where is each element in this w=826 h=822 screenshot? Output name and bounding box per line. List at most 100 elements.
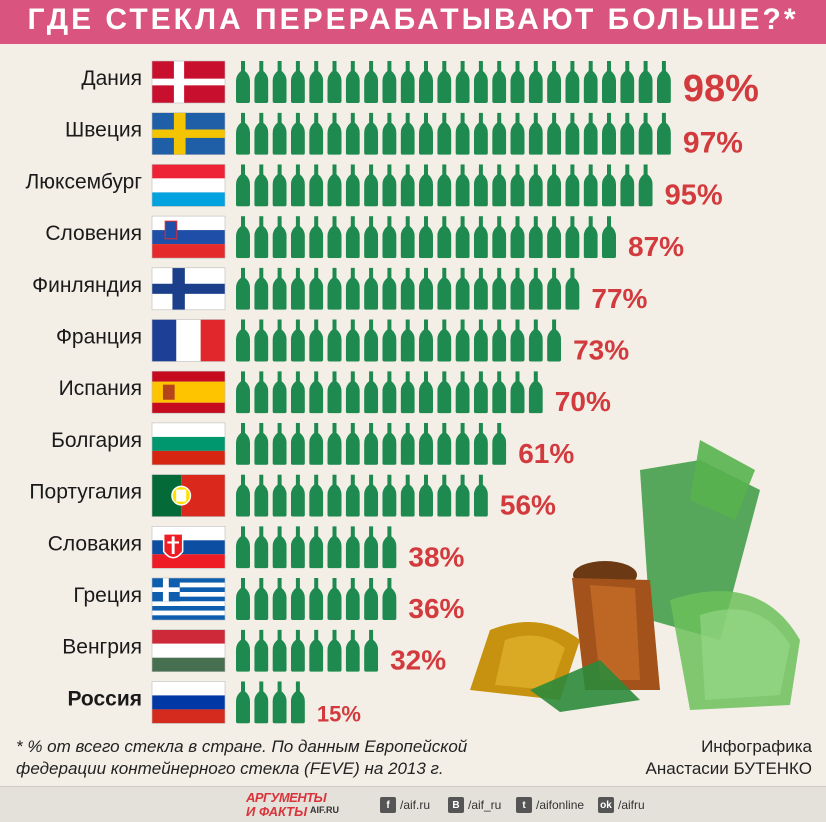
bottle-icon xyxy=(272,422,287,465)
bottle-icon xyxy=(327,578,342,620)
social-ok-link[interactable]: ok /aifru xyxy=(598,796,645,814)
bottle-icon xyxy=(510,61,525,103)
bottle-icon xyxy=(492,164,507,207)
bottle-icon xyxy=(290,164,305,207)
chart-row: Греция 36% xyxy=(73,577,465,624)
bottle-icon xyxy=(327,319,342,362)
bottle-icon xyxy=(528,112,543,155)
country-label: Финляндия xyxy=(32,274,142,297)
bottle-icon xyxy=(272,526,287,569)
bottle-icon xyxy=(583,112,598,155)
bottle-icon xyxy=(290,629,305,672)
footer-bar: АРГУМЕНТЫ И ФАКТЫ AIF.RU f /aif.ru В /ai… xyxy=(0,786,826,822)
bottle-icon xyxy=(345,371,360,414)
bottle-icon xyxy=(473,164,488,207)
flag-hungary-icon xyxy=(151,629,226,673)
credit-line-1: Инфографика xyxy=(701,737,812,756)
bottle-icon xyxy=(236,112,250,155)
bottle-icon xyxy=(236,267,250,310)
bottle-icon xyxy=(419,164,433,207)
bottle-icon xyxy=(382,422,397,465)
footnote-line-2: федерации контейнерного стекла (FEVE) на… xyxy=(16,759,444,778)
value-label: 70% xyxy=(555,386,611,417)
footnote: * % от всего стекла в стране. По данным … xyxy=(16,736,556,780)
bottle-icon xyxy=(236,61,250,103)
bottle-icon xyxy=(382,319,397,362)
bottle-icon xyxy=(602,112,616,155)
bottle-icon xyxy=(254,629,269,672)
bottle-icon xyxy=(290,371,305,414)
footnote-line-1: * % от всего стекла в стране. По данным … xyxy=(16,737,468,756)
bottle-icon xyxy=(364,422,379,465)
bottle-icon xyxy=(254,681,269,724)
vk-icon: В xyxy=(448,797,464,813)
bottle-icon xyxy=(473,319,488,362)
bottle-icon xyxy=(327,629,342,672)
bottle-icon xyxy=(272,164,287,207)
social-label: /aif_ru xyxy=(468,798,502,812)
bottle-icon xyxy=(327,164,342,207)
bottle-icon xyxy=(236,164,250,207)
bar-chart: Дания 98% Швеция 97% Люксембург 95% Словения 87… xyxy=(25,60,800,726)
value-label: 56% xyxy=(500,490,556,521)
country-label: Люксембург xyxy=(25,170,142,193)
flag-spain-icon xyxy=(151,370,226,414)
bottle-icon xyxy=(272,629,287,672)
value-label: 61% xyxy=(518,438,574,469)
bottle-icon xyxy=(345,629,360,672)
bottle-icon xyxy=(254,267,269,310)
bottle-icon xyxy=(510,267,525,310)
odnoklassniki-icon: ok xyxy=(598,797,614,813)
bottle-icon xyxy=(455,112,470,155)
bottle-icon xyxy=(547,164,562,207)
flag-finland-icon xyxy=(151,267,226,311)
bottle-icon xyxy=(309,526,324,569)
bottle-icon xyxy=(492,112,507,155)
bottle-icon xyxy=(345,164,360,207)
bottle-icon xyxy=(290,578,305,620)
bottle-icon xyxy=(254,578,269,620)
country-label: Словакия xyxy=(48,532,142,555)
bottle-icon xyxy=(528,61,543,103)
bottle-icon xyxy=(327,112,342,155)
facebook-icon: f xyxy=(380,797,396,813)
flag-france-icon xyxy=(151,319,226,362)
bottle-icon xyxy=(309,422,324,465)
chart-row: Испания 70% xyxy=(59,370,611,417)
aif-logo[interactable]: АРГУМЕНТЫ И ФАКТЫ AIF.RU xyxy=(246,790,346,820)
bottle-icon xyxy=(327,267,342,310)
logo-site: AIF.RU xyxy=(310,805,339,815)
bottle-icon xyxy=(272,267,287,310)
flag-luxembourg-icon xyxy=(151,164,226,207)
social-label: /aif.ru xyxy=(400,798,431,812)
bottle-icon xyxy=(419,112,433,155)
bottle-icon xyxy=(473,61,488,103)
bottle-icon xyxy=(364,112,379,155)
bottle-icon xyxy=(364,474,379,517)
value-label: 73% xyxy=(573,335,629,366)
social-vk-link[interactable]: В /aif_ru xyxy=(448,796,501,814)
bottle-icon xyxy=(437,319,452,362)
bottle-icon xyxy=(236,474,250,517)
bottle-icon xyxy=(345,267,360,310)
value-label: 98% xyxy=(683,68,759,110)
bottle-icon xyxy=(547,267,562,310)
bottle-icon xyxy=(583,216,598,259)
country-label: Словения xyxy=(45,222,142,245)
social-twitter-link[interactable]: t /aifonline xyxy=(516,796,584,814)
bottle-icon xyxy=(602,61,616,103)
bottle-icon xyxy=(236,371,250,414)
bottle-icon xyxy=(345,319,360,362)
bottle-icon xyxy=(254,526,269,569)
bottle-icon xyxy=(656,112,671,155)
bottle-icon xyxy=(254,474,269,517)
bottle-icon xyxy=(455,216,470,259)
flag-denmark-icon xyxy=(151,60,226,104)
bottle-icon xyxy=(400,267,415,310)
bottle-icon xyxy=(400,371,415,414)
chart-row: Словакия 38% xyxy=(48,525,465,572)
bottle-icon xyxy=(272,112,287,155)
bottle-icon xyxy=(510,216,525,259)
social-facebook-link[interactable]: f /aif.ru xyxy=(380,796,430,814)
bottle-icon xyxy=(528,371,543,414)
